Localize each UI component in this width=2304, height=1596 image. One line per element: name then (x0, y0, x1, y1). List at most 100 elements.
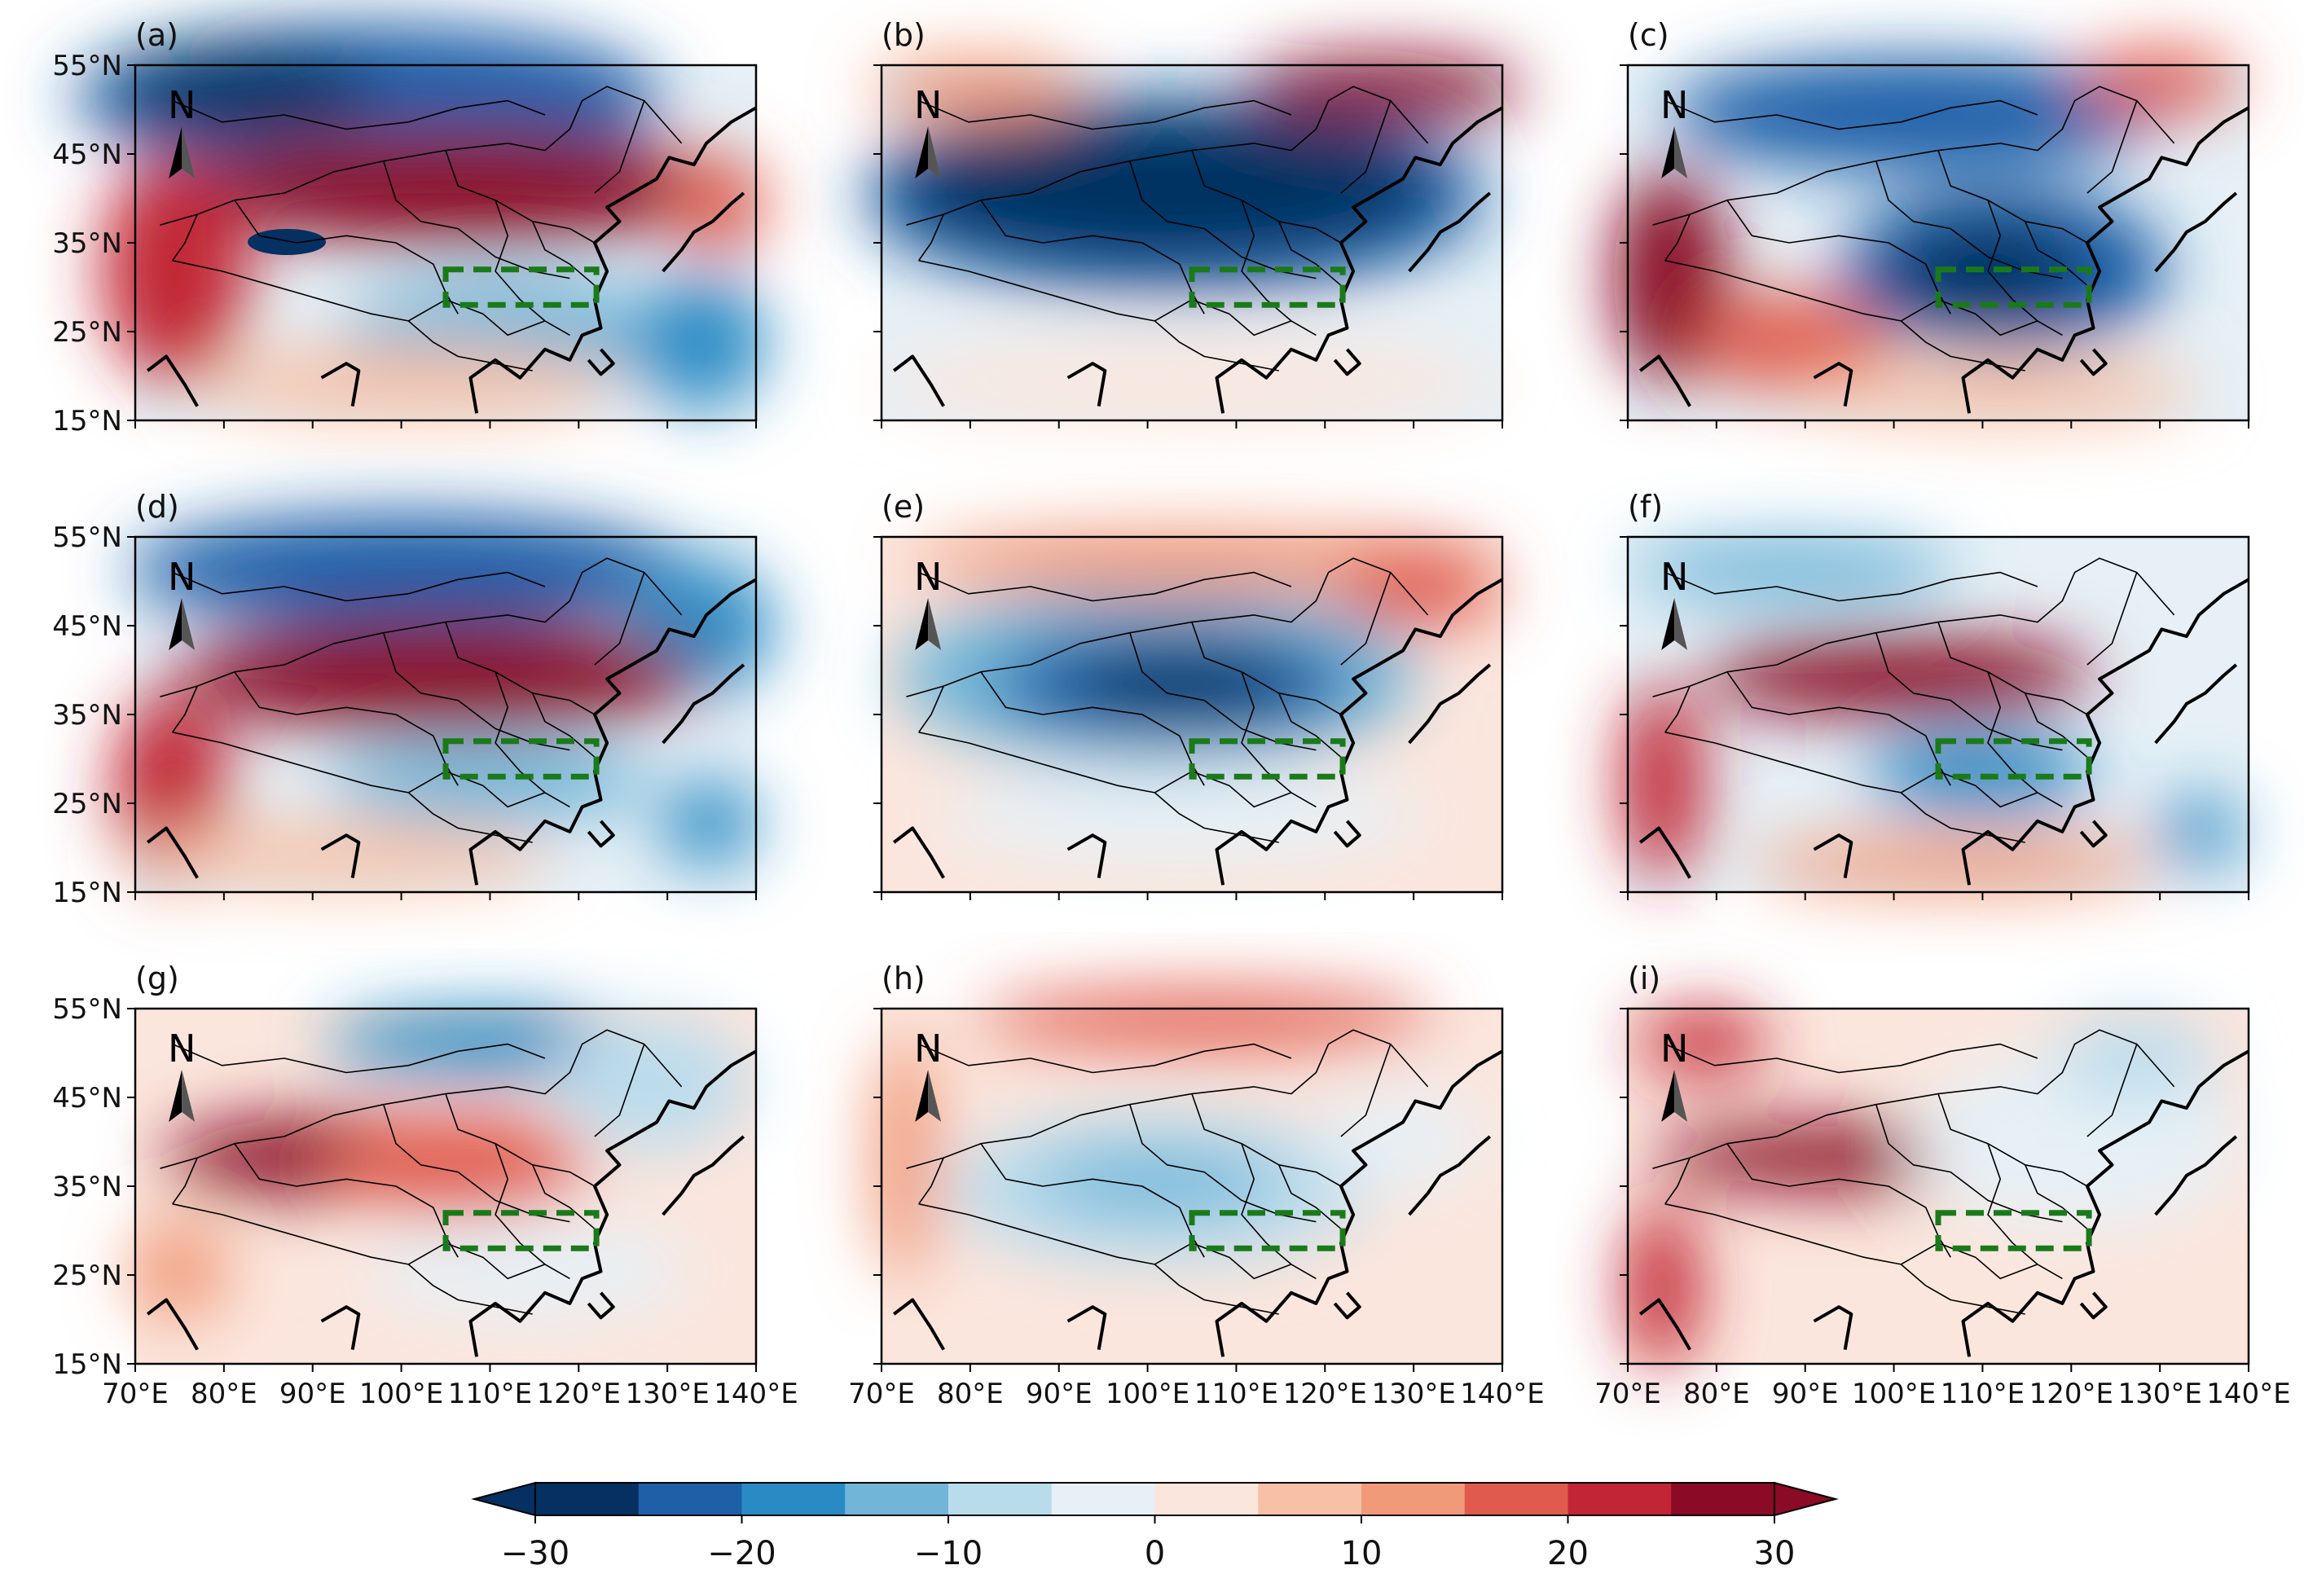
province-border (1664, 732, 2025, 843)
north-arrow: N (1660, 83, 1688, 178)
province-border (531, 692, 596, 758)
province-border (172, 99, 546, 130)
province-border (1664, 685, 1691, 733)
coastline (146, 826, 199, 879)
province-border (1277, 1164, 1342, 1229)
colorbar-segment (1361, 1483, 1466, 1515)
province-border (1664, 260, 2025, 372)
study-region-box (1189, 266, 1346, 308)
north-arrow-right (1674, 598, 1688, 650)
province-border (906, 1029, 1429, 1169)
colorbar-segment (1464, 1483, 1569, 1515)
province-border (445, 622, 596, 715)
province-border (1241, 1143, 1317, 1280)
north-arrow: N (168, 1027, 196, 1122)
province-border (1937, 622, 2088, 715)
y-tick-label: 15°N (52, 877, 122, 909)
coastline (1813, 1305, 1853, 1350)
panel-d-field (114, 513, 774, 888)
panel-g-overlay: N (g) 55°N 45°N 35°N 25°N 15°N70°E 80°E 90°E 100°… (52, 961, 798, 1410)
province-border (1652, 86, 2175, 226)
x-tick-label: 80°E (1683, 1378, 1750, 1410)
province-border (2024, 692, 2088, 758)
coastline (2154, 1135, 2238, 1216)
x-tick-label: 110°E (1194, 1378, 1278, 1410)
colorbar-segment (948, 1483, 1053, 1515)
province-border (160, 86, 683, 226)
north-arrow: N (914, 555, 942, 650)
coastline (1215, 1049, 1503, 1357)
province-border (445, 1093, 596, 1187)
coastline (587, 348, 615, 376)
province-border (2086, 572, 2138, 666)
panel-h (872, 990, 1502, 1364)
north-label: N (914, 1027, 942, 1071)
coastline (1408, 1135, 1492, 1216)
x-tick-label: 80°E (191, 1378, 257, 1410)
coastline (2079, 348, 2108, 376)
y-tick-label: 15°N (52, 405, 122, 437)
x-tick-label: 80°E (937, 1378, 1004, 1410)
north-arrow: N (914, 1027, 942, 1122)
panel-i-overlay: N(i) 70°E 80°E 90°E 100°E 110°E 120°E 130°E 140°… (1594, 961, 2291, 1410)
north-label: N (1660, 83, 1688, 127)
north-arrow: N (168, 555, 196, 650)
province-border (918, 1157, 944, 1205)
north-label: N (914, 83, 942, 127)
province-border (1987, 671, 2063, 808)
panel-c-overlay: N (c) (1620, 17, 2250, 429)
panel-i (1625, 1009, 2249, 1369)
colorbar-tick-label: 20 (1547, 1535, 1589, 1572)
x-tick-label: 100°E (359, 1378, 443, 1410)
coastline (1408, 191, 1492, 273)
coastline (1066, 1305, 1107, 1350)
north-arrow-right (1674, 126, 1688, 178)
x-tick-label: 90°E (1026, 1378, 1093, 1410)
province-border (1154, 1242, 1292, 1280)
province-border (1652, 1029, 2175, 1169)
province-border (918, 1203, 1279, 1315)
north-arrow-right (182, 1070, 196, 1122)
north-arrow-right (928, 126, 942, 178)
province-border (172, 571, 546, 602)
coastline (1215, 578, 1503, 886)
panel-e (882, 530, 1502, 892)
study-region-box (1189, 738, 1346, 780)
province-border (1664, 1157, 1691, 1205)
colorbar-tick-label: 0 (1145, 1535, 1165, 1572)
y-tick-label: 35°N (52, 1171, 122, 1203)
north-arrow: N (914, 83, 942, 178)
province-border (172, 732, 533, 843)
y-tick-label: 55°N (52, 50, 122, 82)
province-border (1154, 298, 1292, 336)
province-border (160, 1029, 683, 1169)
x-tick-label: 130°E (2117, 1378, 2201, 1410)
coastline (1066, 833, 1107, 878)
province-border (172, 260, 533, 372)
coastline (468, 578, 757, 886)
colorbar-tick-marks (534, 1515, 1775, 1523)
province-border (234, 671, 459, 786)
north-arrow-right (1674, 1070, 1688, 1122)
x-tick-label: 110°E (1941, 1378, 2025, 1410)
panel-a-cold-core (248, 229, 326, 255)
north-arrow-right (182, 126, 196, 178)
province-border (594, 100, 645, 194)
province-border (1726, 200, 1951, 314)
province-border (495, 200, 570, 336)
colorbar-tick-label: −20 (707, 1535, 776, 1572)
north-label: N (168, 83, 196, 127)
map-overlays: N (a) 55°N 45°N 35°N 25°N 15°N N (b) N (c) N (d) 55°N… (52, 17, 2290, 1410)
coastline (587, 820, 615, 848)
coastline (587, 1291, 615, 1320)
colorbar-extend-low (471, 1481, 536, 1517)
province-border (2086, 1044, 2138, 1137)
colorbar-segment (845, 1483, 949, 1515)
province-border (594, 1044, 645, 1137)
colorbar-segment (1154, 1483, 1259, 1515)
province-border (1191, 1093, 1342, 1187)
panel-g-field (130, 1010, 750, 1320)
coastline (662, 1135, 745, 1216)
north-arrow: N (168, 83, 196, 178)
